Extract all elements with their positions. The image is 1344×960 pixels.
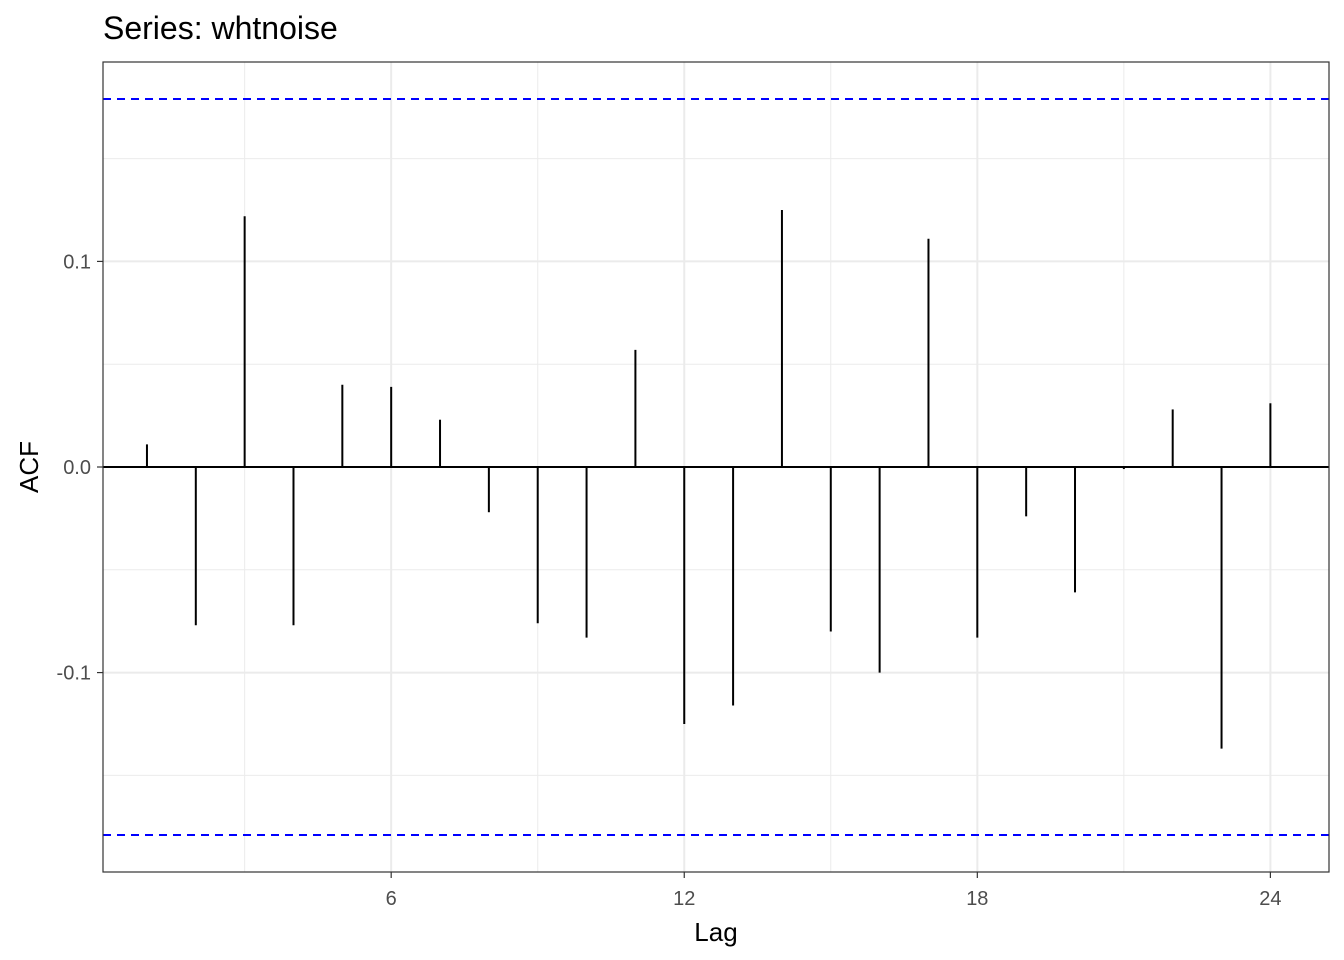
acf-bars	[103, 210, 1329, 749]
x-tick-label: 12	[673, 888, 695, 910]
y-tick-label: -0.1	[57, 663, 91, 685]
x-axis: 6 12 18 24	[386, 872, 1282, 910]
x-tick-label: 18	[966, 888, 988, 910]
y-axis: -0.1 0.0 0.1	[57, 251, 103, 685]
y-axis-title: ACF	[14, 441, 44, 493]
x-tick-label: 24	[1259, 888, 1281, 910]
y-tick-label: 0.0	[63, 457, 91, 479]
y-tick-label: 0.1	[63, 251, 91, 273]
x-tick-label: 6	[386, 888, 397, 910]
chart-title: Series: whtnoise	[103, 10, 338, 46]
x-axis-title: Lag	[694, 917, 737, 947]
